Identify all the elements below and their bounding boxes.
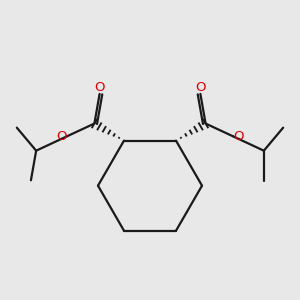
Text: O: O bbox=[94, 81, 105, 94]
Text: O: O bbox=[57, 130, 67, 143]
Text: O: O bbox=[233, 130, 243, 143]
Text: O: O bbox=[195, 81, 206, 94]
